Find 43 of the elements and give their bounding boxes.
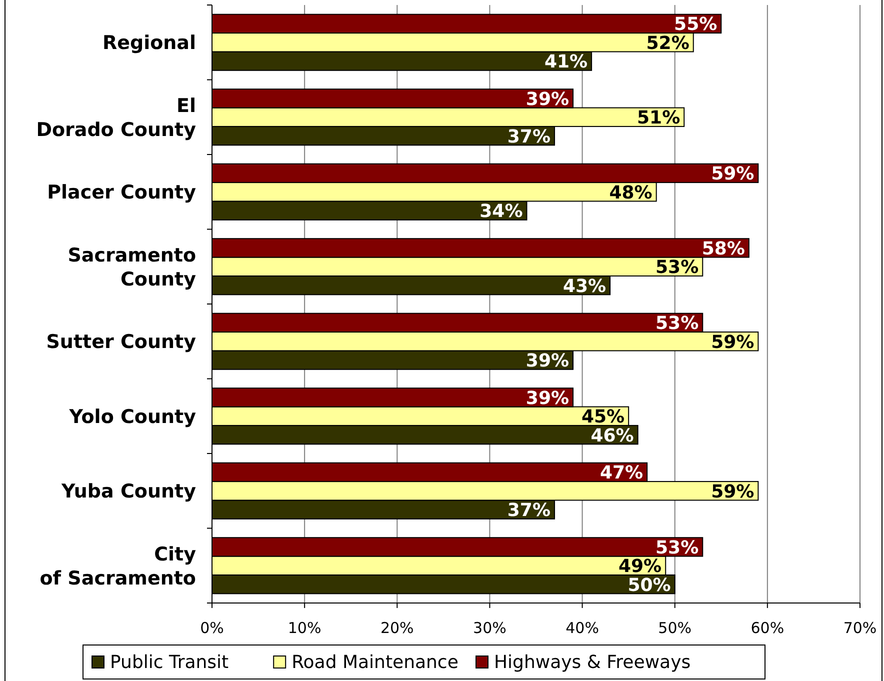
y-tick-label: Placer County	[47, 182, 197, 204]
data-label: 37%	[507, 500, 551, 522]
y-tick-label: El Dorado County	[36, 94, 197, 141]
data-label: 43%	[562, 276, 606, 297]
x-tick-label: 10%	[288, 619, 322, 637]
data-label: 34%	[480, 201, 523, 222]
data-label: 53%	[656, 537, 699, 558]
data-label: 50%	[628, 574, 671, 596]
y-tick-label: City of Sacramento	[40, 543, 197, 590]
data-label: 59%	[711, 481, 754, 502]
x-tick-label: 60%	[750, 619, 784, 637]
x-tick-label: 40%	[566, 619, 599, 637]
x-tick-label: 50%	[658, 619, 692, 637]
data-label: 45%	[581, 406, 625, 428]
data-label: 55%	[674, 14, 718, 36]
data-label: 53%	[656, 257, 699, 278]
data-label: 39%	[526, 350, 570, 372]
data-label: 37%	[507, 126, 551, 148]
data-label: 59%	[711, 332, 754, 353]
data-label: 59%	[711, 164, 754, 185]
data-label: 46%	[590, 425, 634, 446]
data-label: 41%	[544, 52, 588, 73]
legend-label: Public Transit	[110, 652, 229, 673]
x-tick-label: 30%	[473, 619, 506, 637]
data-label: 48%	[609, 182, 652, 204]
data-label: 39%	[526, 388, 570, 409]
y-tick-label: Sacramento County	[68, 244, 197, 290]
data-label: 53%	[656, 313, 699, 334]
data-label: 49%	[618, 556, 662, 578]
y-tick-label: Yuba County	[60, 480, 197, 503]
x-tick-label: 70%	[843, 619, 877, 637]
y-tick-label: Sutter County	[46, 331, 197, 354]
data-label: 52%	[646, 32, 690, 54]
x-tick-label: 0%	[200, 619, 224, 637]
legend-label: Road Maintenance	[292, 652, 458, 673]
data-label: 39%	[526, 88, 570, 110]
legend-label: Highways & Freeways	[494, 652, 691, 673]
y-tick-label: Yolo County	[68, 406, 197, 428]
data-label: 47%	[600, 462, 644, 484]
data-label: 51%	[637, 108, 680, 129]
x-tick-label: 20%	[380, 619, 414, 637]
y-tick-label: Regional	[102, 32, 196, 54]
data-label: 58%	[702, 238, 745, 260]
